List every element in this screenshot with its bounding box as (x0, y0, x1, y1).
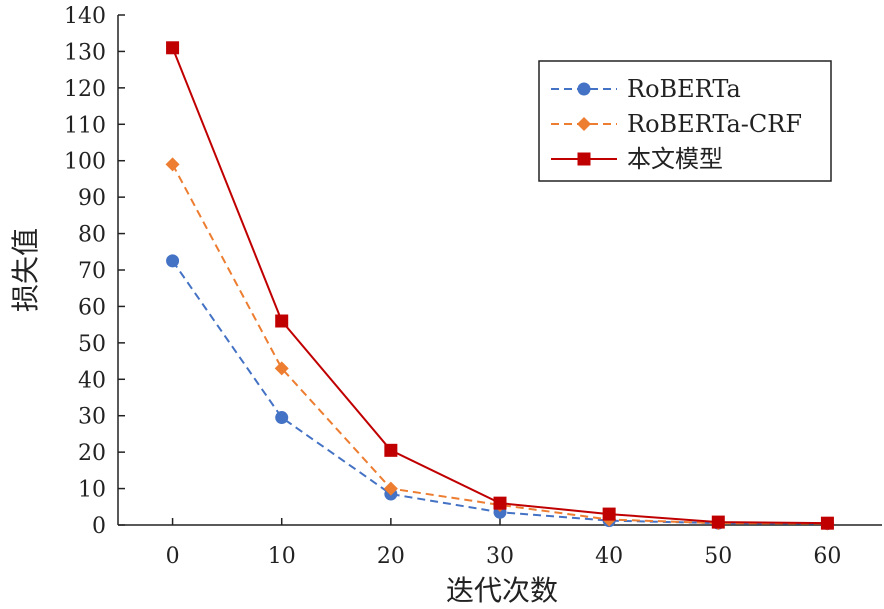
y-tick-label: 80 (78, 223, 106, 248)
legend-marker (577, 152, 591, 166)
data-point (166, 41, 180, 55)
x-tick-label: 60 (813, 544, 841, 569)
legend-label: 本文模型 (627, 145, 723, 173)
y-tick-label: 30 (78, 405, 106, 430)
x-tick-label: 10 (268, 544, 296, 569)
y-tick-label: 100 (64, 150, 106, 175)
x-tick-label: 30 (486, 544, 514, 569)
y-tick-label: 10 (78, 478, 106, 503)
y-tick-label: 140 (64, 4, 106, 29)
y-tick-label: 0 (92, 514, 106, 539)
x-tick-label: 50 (704, 544, 732, 569)
series-line (171, 163, 828, 525)
data-point (274, 361, 289, 376)
x-tick-label: 40 (595, 544, 623, 569)
data-point (493, 496, 507, 510)
legend-label: RoBERTa (627, 75, 741, 103)
series-2 (165, 157, 835, 531)
y-tick-label: 120 (64, 77, 106, 102)
series-1 (166, 254, 834, 531)
y-tick-label: 40 (78, 368, 106, 393)
y-tick-label: 70 (78, 259, 106, 284)
data-point (384, 443, 398, 457)
x-tick-label: 20 (377, 544, 405, 569)
series-group (165, 41, 835, 531)
data-point (275, 314, 289, 328)
data-point (166, 254, 180, 268)
data-point (711, 515, 725, 529)
legend: RoBERTa RoBERTa-CRF 本文模型 (538, 60, 832, 182)
legend-marker (577, 117, 591, 131)
data-point (383, 481, 398, 496)
data-point (602, 507, 616, 521)
x-tick-label: 0 (166, 544, 180, 569)
y-tick-label: 130 (64, 40, 106, 65)
data-point (165, 157, 180, 172)
data-point (820, 516, 834, 530)
legend-marker (577, 82, 591, 96)
y-tick-label: 110 (64, 113, 106, 138)
axes: 0 10 20 30 40 50 60 70 80 90 100 110 120 130 140 0 10 20 3… (64, 4, 882, 569)
x-axis-title: 迭代次数 (446, 574, 558, 607)
y-tick-label: 60 (78, 295, 106, 320)
y-axis-title: 损失值 (9, 228, 42, 312)
y-tick-label: 20 (78, 441, 106, 466)
series-3 (166, 41, 834, 530)
y-tick-label: 50 (78, 332, 106, 357)
series-line (171, 260, 828, 525)
legend-label: RoBERTa-CRF (627, 110, 802, 138)
data-point (275, 411, 289, 425)
y-tick-label: 90 (78, 186, 106, 211)
